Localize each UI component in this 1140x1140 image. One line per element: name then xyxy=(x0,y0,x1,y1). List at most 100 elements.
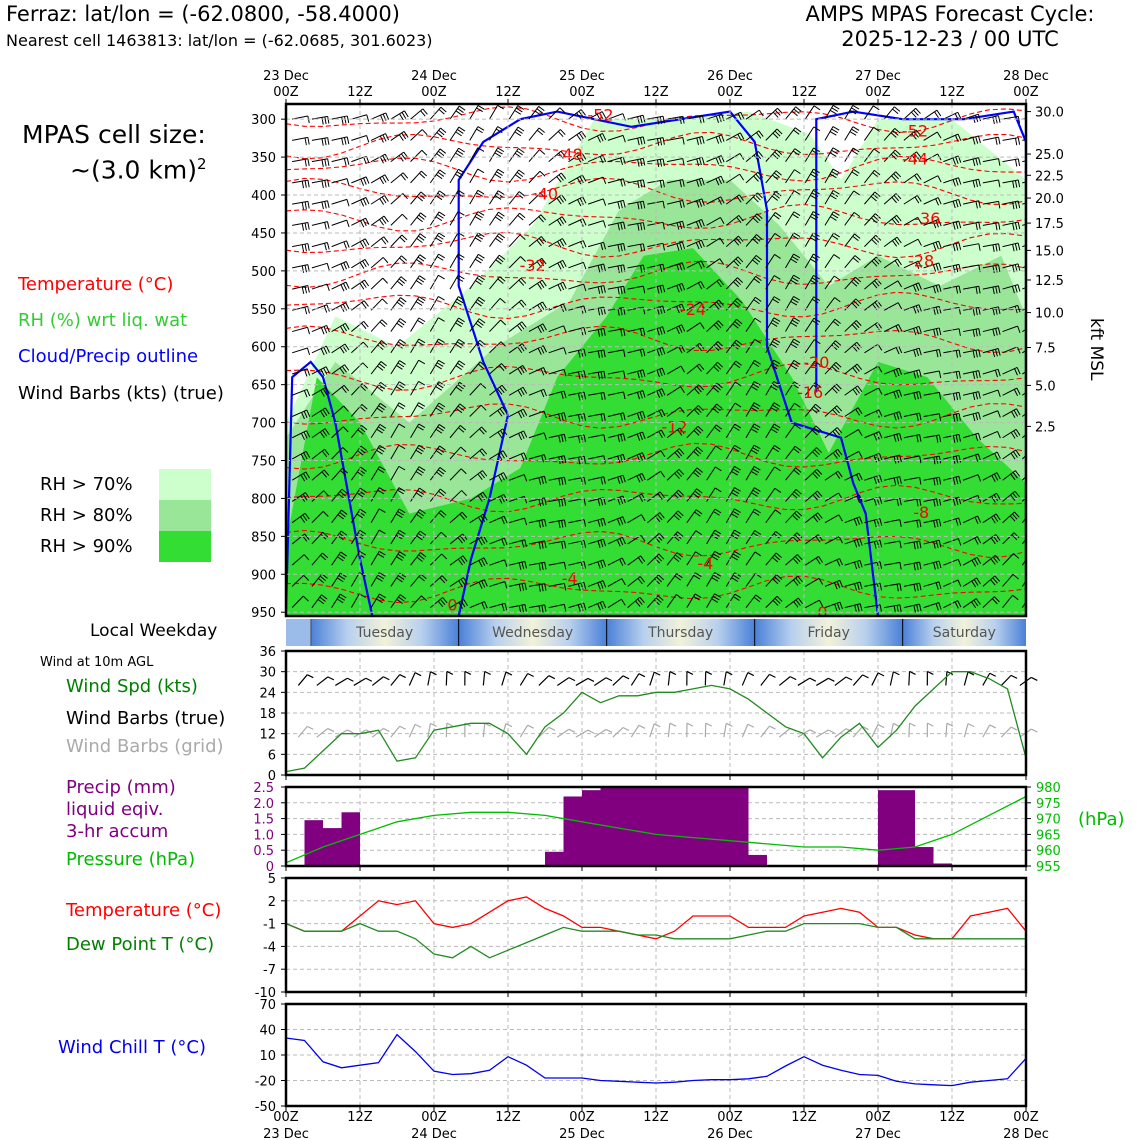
barb-staff xyxy=(469,168,479,184)
wind-barb xyxy=(686,425,704,439)
barb-flag xyxy=(583,413,586,421)
barb-flag xyxy=(622,178,626,186)
barb-flag xyxy=(523,452,528,460)
barb-staff xyxy=(607,412,624,417)
barb-flag xyxy=(845,728,853,733)
wind-barb xyxy=(627,514,646,524)
barb-flag xyxy=(996,472,1001,480)
barb-flag xyxy=(772,298,779,304)
barb-flag xyxy=(518,605,522,613)
barb-flag xyxy=(752,511,760,516)
barb-flag xyxy=(913,605,916,613)
barb-flag xyxy=(498,475,503,482)
wind-barb xyxy=(785,424,801,439)
barb-flag xyxy=(656,286,660,294)
wind-barb xyxy=(449,555,468,566)
wind-barb xyxy=(429,127,447,141)
wind-barb xyxy=(903,282,922,292)
barb-flag xyxy=(1016,408,1021,416)
wind-barb xyxy=(410,402,426,417)
barb-flag xyxy=(640,222,643,231)
barb-staff xyxy=(449,468,462,481)
barb-staff xyxy=(311,552,323,566)
barb-flag xyxy=(696,200,700,208)
barb-flag xyxy=(395,386,403,391)
barb-flag xyxy=(617,497,621,505)
barb-flag xyxy=(536,129,544,136)
barb-flag xyxy=(636,475,641,483)
barb-staff xyxy=(686,219,702,226)
barb-staff xyxy=(686,301,701,311)
barb-staff xyxy=(408,724,416,738)
barb-flag xyxy=(346,136,350,145)
bottom-date-label: 24 Dec xyxy=(411,1127,457,1140)
wind-barb xyxy=(686,280,705,290)
wind-barb xyxy=(706,445,722,460)
barb-flag xyxy=(623,391,626,400)
barb-flag xyxy=(675,512,682,519)
barb-flag xyxy=(583,519,587,527)
barb-staff xyxy=(686,363,700,375)
barb-flag xyxy=(774,233,782,238)
barb-flag xyxy=(717,341,724,347)
barb-staff xyxy=(528,388,545,396)
barb-flag xyxy=(435,407,443,413)
barb-flag xyxy=(538,106,545,112)
barb-staff xyxy=(410,170,422,184)
barb-flag xyxy=(558,520,561,529)
barb-flag xyxy=(1033,367,1037,373)
barb-staff xyxy=(350,572,360,587)
barb-flag xyxy=(640,180,643,188)
barb-flag xyxy=(714,384,721,391)
wind-barb xyxy=(923,131,942,141)
wind-barb xyxy=(370,257,389,269)
barb-flag xyxy=(336,577,344,583)
barb-staff xyxy=(706,466,716,481)
wind-barb xyxy=(943,133,962,143)
wind-barb xyxy=(429,445,446,460)
barb-flag xyxy=(812,472,818,479)
grid-wind-barb xyxy=(464,722,472,738)
wind-barb xyxy=(824,361,842,375)
barb-flag xyxy=(505,671,513,676)
barb-flag xyxy=(476,213,483,219)
barb-staff xyxy=(864,561,881,566)
barb-flag xyxy=(935,306,939,315)
barb-flag xyxy=(714,303,720,310)
barb-flag xyxy=(497,388,503,395)
barb-flag xyxy=(583,392,587,400)
wind-barb xyxy=(410,129,428,141)
barb-flag xyxy=(639,453,643,461)
true-wind-barb xyxy=(982,672,996,686)
barb-flag xyxy=(559,107,566,114)
barb-flag xyxy=(831,344,838,351)
barb-flag xyxy=(418,532,425,538)
precip-bar xyxy=(323,828,342,866)
wind-barbs-true-label: Wind Barbs (true) xyxy=(66,708,226,729)
wind-barb xyxy=(370,215,389,226)
pressure-tick-label: 450 xyxy=(251,227,276,242)
barb-staff xyxy=(351,134,367,141)
barb-flag xyxy=(701,115,705,123)
barb-flag xyxy=(873,258,880,265)
barb-flag xyxy=(997,369,1001,377)
barb-flag xyxy=(750,407,758,412)
barb-flag xyxy=(893,391,897,399)
wind-barb xyxy=(785,467,802,481)
barb-flag xyxy=(855,409,861,416)
barb-staff xyxy=(647,553,660,566)
barb-staff xyxy=(864,105,874,120)
barb-flag xyxy=(712,553,720,558)
wind-barb xyxy=(449,403,466,417)
barb-flag xyxy=(637,371,640,379)
barb-staff xyxy=(667,158,683,163)
barb-flag xyxy=(815,536,821,543)
barb-flag xyxy=(813,296,821,301)
barb-flag xyxy=(435,386,443,391)
barb-staff xyxy=(963,285,979,290)
barb-flag xyxy=(457,274,465,280)
true-wind-barb xyxy=(371,676,390,686)
barb-flag xyxy=(501,517,505,525)
barb-flag xyxy=(958,517,962,525)
barb-flag xyxy=(913,349,917,357)
